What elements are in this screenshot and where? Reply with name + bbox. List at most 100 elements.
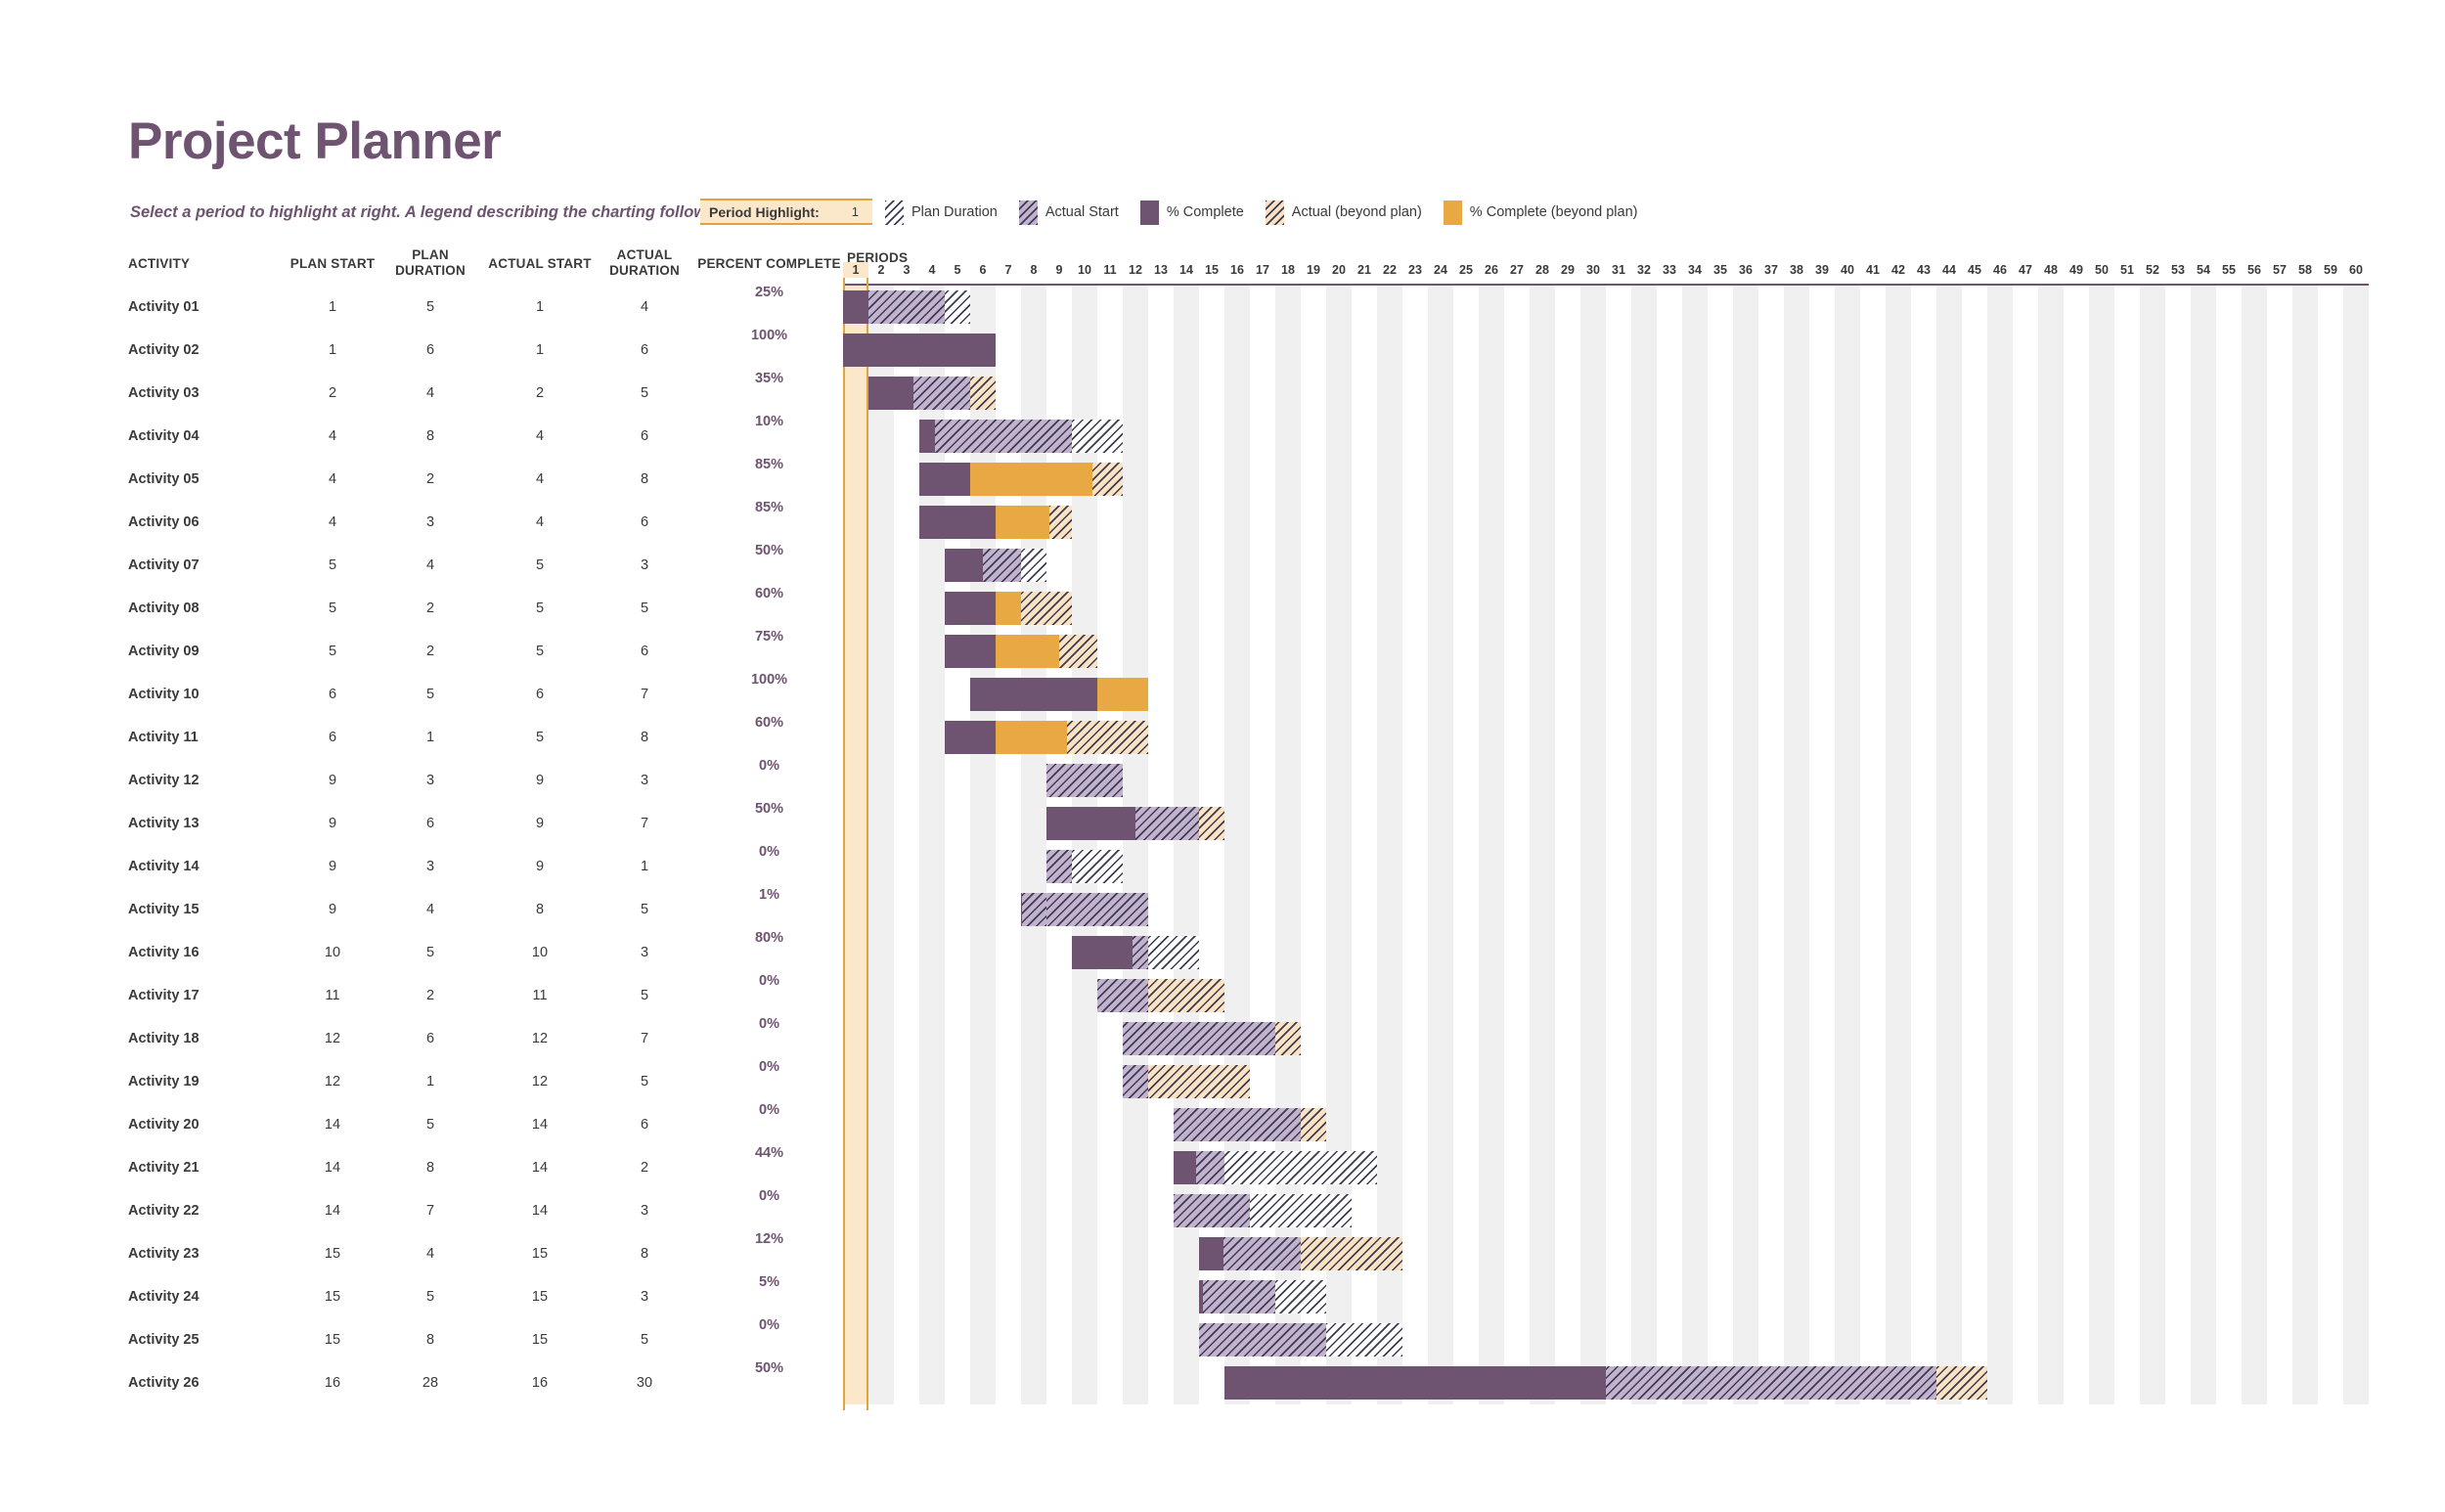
column-header-actual-duration: ACTUAL DURATION [609, 247, 680, 278]
bar-segment-actual [1046, 764, 1123, 797]
legend-label: Plan Duration [911, 204, 998, 220]
period-label-47[interactable]: 47 [2019, 263, 2032, 277]
bar-segment-complete [945, 592, 996, 625]
period-label-33[interactable]: 33 [1663, 263, 1676, 277]
period-label-35[interactable]: 35 [1713, 263, 1727, 277]
period-column-42 [1886, 286, 1911, 1404]
period-label-36[interactable]: 36 [1739, 263, 1753, 277]
period-label-25[interactable]: 25 [1459, 263, 1473, 277]
period-label-50[interactable]: 50 [2095, 263, 2109, 277]
period-label-13[interactable]: 13 [1154, 263, 1168, 277]
period-label-22[interactable]: 22 [1383, 263, 1397, 277]
plan-start-value: 14 [324, 1117, 341, 1133]
plan-duration-value: 28 [422, 1375, 439, 1391]
percent-complete-value: 10% [754, 414, 784, 429]
period-label-31[interactable]: 31 [1612, 263, 1625, 277]
period-label-38[interactable]: 38 [1790, 263, 1803, 277]
period-label-58[interactable]: 58 [2298, 263, 2312, 277]
bar-segment-plan [945, 290, 970, 324]
period-label-6[interactable]: 6 [979, 263, 987, 277]
bar-segment-actual [1174, 1108, 1301, 1141]
actual-duration-value: 3 [640, 1289, 649, 1305]
period-label-21[interactable]: 21 [1357, 263, 1371, 277]
actual-start-value: 14 [531, 1160, 549, 1176]
actual-start-swatch-icon [1018, 200, 1038, 225]
period-label-18[interactable]: 18 [1281, 263, 1295, 277]
period-label-53[interactable]: 53 [2171, 263, 2185, 277]
bar-segment-complete-beyond [970, 463, 1092, 496]
period-label-4[interactable]: 4 [928, 263, 936, 277]
period-label-59[interactable]: 59 [2324, 263, 2337, 277]
period-label-49[interactable]: 49 [2069, 263, 2083, 277]
period-label-41[interactable]: 41 [1866, 263, 1880, 277]
period-label-39[interactable]: 39 [1815, 263, 1829, 277]
period-label-51[interactable]: 51 [2120, 263, 2134, 277]
activity-name: Activity 26 [128, 1375, 200, 1391]
period-label-55[interactable]: 55 [2222, 263, 2236, 277]
legend-label: Actual (beyond plan) [1291, 204, 1422, 220]
gantt-bar [919, 463, 1123, 496]
period-label-32[interactable]: 32 [1637, 263, 1651, 277]
period-label-1[interactable]: 1 [843, 262, 868, 278]
period-label-3[interactable]: 3 [903, 263, 911, 277]
highlight-rule [867, 278, 868, 1410]
plan-duration-value: 2 [425, 600, 435, 616]
period-label-15[interactable]: 15 [1205, 263, 1219, 277]
period-label-46[interactable]: 46 [1993, 263, 2007, 277]
actual-duration-value: 5 [640, 1332, 649, 1348]
bar-segment-actual-beyond [1148, 1065, 1250, 1098]
period-label-27[interactable]: 27 [1510, 263, 1524, 277]
bar-segment-actual [1097, 979, 1148, 1012]
table-row: Activity 06 4 3 4 6 85% [0, 500, 2445, 544]
period-label-20[interactable]: 20 [1332, 263, 1346, 277]
percent-complete-value: 50% [754, 1360, 784, 1376]
period-label-30[interactable]: 30 [1586, 263, 1600, 277]
period-label-7[interactable]: 7 [1004, 263, 1012, 277]
plan-duration-value: 1 [425, 1074, 435, 1090]
period-label-45[interactable]: 45 [1968, 263, 1981, 277]
period-label-42[interactable]: 42 [1891, 263, 1905, 277]
activity-name: Activity 01 [128, 299, 200, 315]
actual-start-value: 9 [535, 816, 545, 831]
period-label-34[interactable]: 34 [1688, 263, 1702, 277]
period-label-23[interactable]: 23 [1408, 263, 1422, 277]
bar-segment-complete [1199, 1237, 1223, 1270]
period-label-17[interactable]: 17 [1256, 263, 1269, 277]
bar-segment-actual [1606, 1366, 1936, 1400]
actual-duration-value: 3 [640, 945, 649, 960]
period-label-26[interactable]: 26 [1485, 263, 1498, 277]
gantt-bar [970, 678, 1148, 711]
period-label-24[interactable]: 24 [1434, 263, 1447, 277]
period-label-43[interactable]: 43 [1917, 263, 1931, 277]
period-label-52[interactable]: 52 [2146, 263, 2159, 277]
period-label-37[interactable]: 37 [1764, 263, 1778, 277]
period-label-11[interactable]: 11 [1103, 263, 1117, 277]
period-label-14[interactable]: 14 [1179, 263, 1193, 277]
period-label-54[interactable]: 54 [2197, 263, 2210, 277]
actual-duration-value: 3 [640, 773, 649, 788]
period-label-44[interactable]: 44 [1942, 263, 1956, 277]
legend-item-complete-beyond: % Complete (beyond plan) [1443, 200, 1637, 225]
period-highlight-input[interactable]: 1 [851, 204, 859, 219]
period-label-10[interactable]: 10 [1078, 263, 1091, 277]
period-label-5[interactable]: 5 [954, 263, 961, 277]
percent-complete-value: 0% [759, 1317, 779, 1333]
period-label-12[interactable]: 12 [1129, 263, 1142, 277]
period-label-60[interactable]: 60 [2349, 263, 2363, 277]
period-label-48[interactable]: 48 [2044, 263, 2058, 277]
column-header-percent-complete: PERCENT COMPLETE [697, 256, 841, 271]
period-label-2[interactable]: 2 [877, 263, 885, 277]
period-highlight-control[interactable]: Period Highlight: 1 [700, 199, 872, 225]
period-label-56[interactable]: 56 [2247, 263, 2261, 277]
period-label-40[interactable]: 40 [1841, 263, 1854, 277]
period-label-16[interactable]: 16 [1230, 263, 1244, 277]
activity-name: Activity 11 [128, 730, 199, 745]
period-label-57[interactable]: 57 [2273, 263, 2287, 277]
period-label-9[interactable]: 9 [1055, 263, 1063, 277]
period-label-19[interactable]: 19 [1307, 263, 1320, 277]
period-label-29[interactable]: 29 [1561, 263, 1575, 277]
plan-duration-value: 5 [425, 1117, 435, 1133]
table-row: Activity 11 6 1 5 8 60% [0, 715, 2445, 759]
period-label-8[interactable]: 8 [1030, 263, 1038, 277]
period-label-28[interactable]: 28 [1535, 263, 1549, 277]
